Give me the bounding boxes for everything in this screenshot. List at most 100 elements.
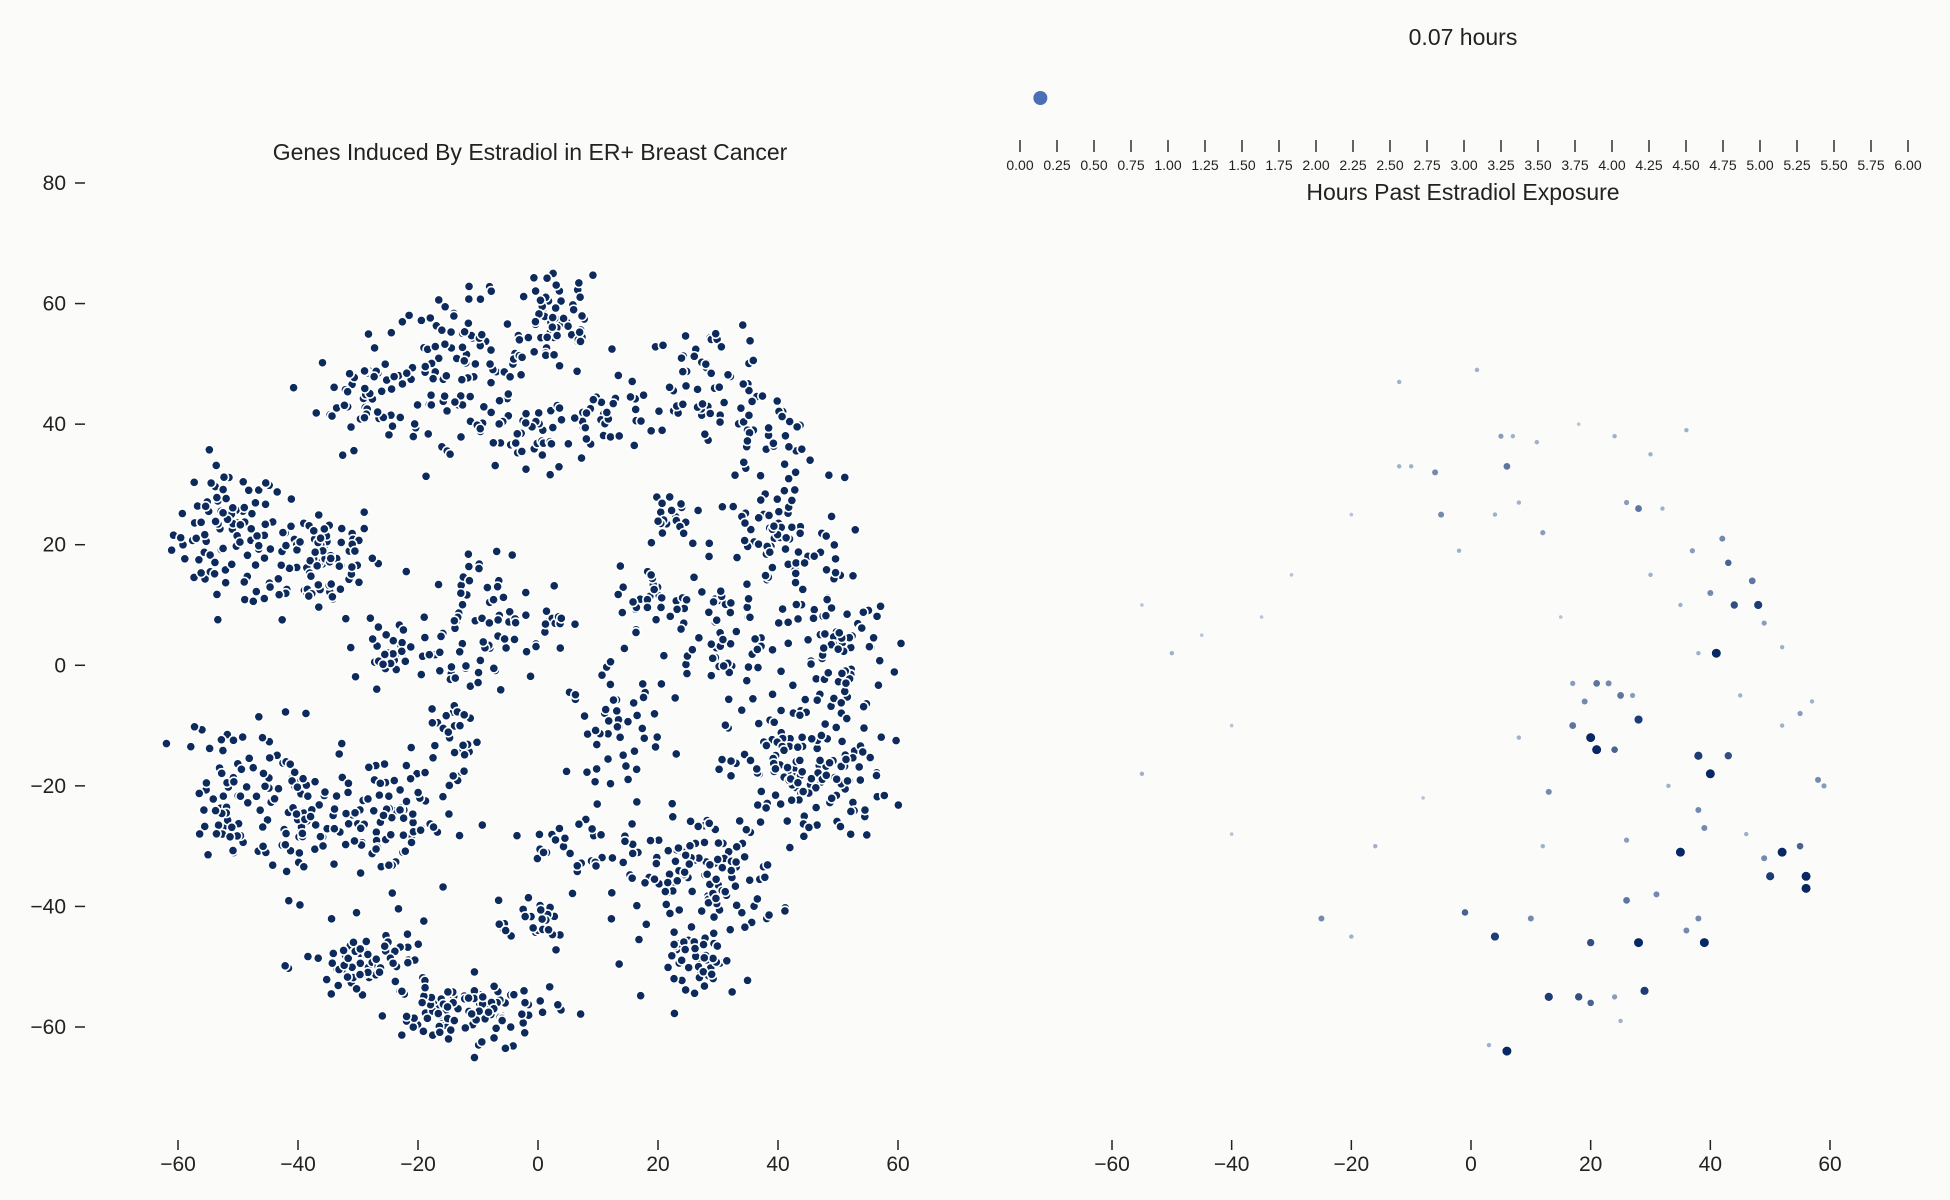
scatter-point	[313, 601, 325, 613]
scatter-point	[439, 338, 451, 350]
scatter-point	[176, 508, 188, 519]
scatter-point	[575, 1008, 587, 1020]
scatter-point	[376, 385, 388, 397]
scatter-point	[713, 837, 724, 849]
scatter-point	[741, 675, 753, 687]
scatter-point	[449, 396, 461, 408]
scatter-point	[664, 908, 676, 919]
scatter-point	[1169, 651, 1175, 656]
scatter-point	[796, 443, 808, 455]
scatter-point	[830, 722, 842, 733]
time-slider[interactable]: 0.07 hours 0.00 0.25 0.50 0.75 1.00 1.25 1.50 1…	[1006, 24, 1921, 205]
scatter-point	[407, 808, 419, 820]
scatter-point	[608, 694, 619, 706]
scatter-point	[530, 316, 541, 328]
left-chart-title: Genes Induced By Estradiol in ER+ Breast…	[273, 139, 788, 165]
scatter-point	[1707, 589, 1714, 596]
scatter-point	[376, 1010, 388, 1022]
scatter-point	[419, 982, 431, 994]
scatter-point	[405, 773, 416, 785]
scatter-point	[635, 990, 647, 1002]
scatter-point	[685, 815, 696, 827]
scatter-point	[485, 285, 497, 297]
scatter-point	[396, 1029, 408, 1041]
scatter-point	[454, 646, 466, 658]
scatter-point	[511, 428, 523, 440]
slider-handle[interactable]	[1033, 91, 1048, 105]
slider-tick-label: 1.25	[1191, 157, 1218, 173]
scatter-point	[275, 559, 287, 571]
scatter-point	[493, 918, 505, 930]
scatter-point	[671, 875, 683, 887]
scatter-point	[204, 743, 216, 754]
scatter-point	[203, 444, 215, 456]
scatter-point	[794, 709, 806, 721]
scatter-point	[739, 851, 751, 863]
scatter-point	[1432, 469, 1439, 476]
scatter-point	[680, 984, 692, 996]
scatter-point	[483, 1006, 494, 1018]
scatter-point	[710, 873, 722, 885]
scatter-point	[1408, 464, 1414, 469]
scatter-point	[689, 987, 700, 999]
scatter-point	[498, 591, 509, 603]
scatter-point	[220, 577, 232, 589]
scatter-point	[336, 738, 348, 749]
scatter-point	[1753, 599, 1764, 611]
scatter-point	[514, 334, 525, 346]
scatter-point	[656, 424, 668, 436]
scatter-point	[442, 986, 454, 998]
scatter-point	[707, 652, 719, 664]
scatter-point	[544, 469, 556, 481]
scatter-point	[445, 326, 457, 338]
scatter-point	[810, 802, 822, 813]
scatter-point	[519, 911, 531, 922]
scatter-point	[528, 346, 540, 358]
scatter-point	[715, 585, 727, 597]
scatter-point	[701, 868, 713, 880]
scatter-point	[359, 383, 371, 394]
scatter-point	[684, 840, 696, 852]
scatter-point	[675, 623, 687, 635]
scatter-point	[744, 611, 756, 623]
scatter-point	[342, 952, 354, 964]
scatter-point	[277, 527, 289, 538]
scatter-point	[669, 1008, 680, 1019]
scatter-point	[607, 398, 619, 410]
scatter-point	[457, 739, 469, 751]
scatter-point	[749, 633, 761, 645]
scatter-point	[385, 327, 397, 339]
scatter-point	[415, 669, 427, 680]
scatter-point	[508, 989, 520, 1001]
scatter-point	[831, 773, 843, 785]
scatter-point	[336, 523, 348, 534]
x-tick-label: −40	[1214, 1153, 1250, 1176]
scatter-point	[873, 679, 884, 691]
scatter-point	[273, 783, 284, 795]
scatter-point	[378, 809, 389, 821]
scatter-point	[399, 655, 411, 667]
scatter-point	[528, 272, 540, 284]
scatter-point	[740, 824, 752, 836]
scatter-point	[250, 497, 261, 509]
scatter-point	[419, 632, 431, 643]
scatter-point	[575, 336, 586, 347]
scatter-point	[272, 573, 284, 585]
scatter-point	[708, 596, 719, 608]
scatter-point	[541, 331, 553, 343]
scatter-point	[668, 926, 680, 938]
scatter-point	[496, 1015, 508, 1026]
scatter-point	[377, 658, 389, 670]
scatter-point	[444, 448, 456, 460]
scatter-point	[656, 527, 668, 539]
scatter-point	[1527, 915, 1534, 922]
scatter-point	[518, 985, 530, 997]
scatter-point	[679, 944, 691, 955]
scatter-point	[488, 980, 500, 992]
scatter-point	[551, 330, 563, 341]
scatter-point	[824, 757, 835, 769]
scatter-point	[636, 723, 648, 734]
scatter-point	[775, 798, 787, 810]
scatter-point	[433, 294, 445, 306]
scatter-point	[630, 404, 642, 415]
